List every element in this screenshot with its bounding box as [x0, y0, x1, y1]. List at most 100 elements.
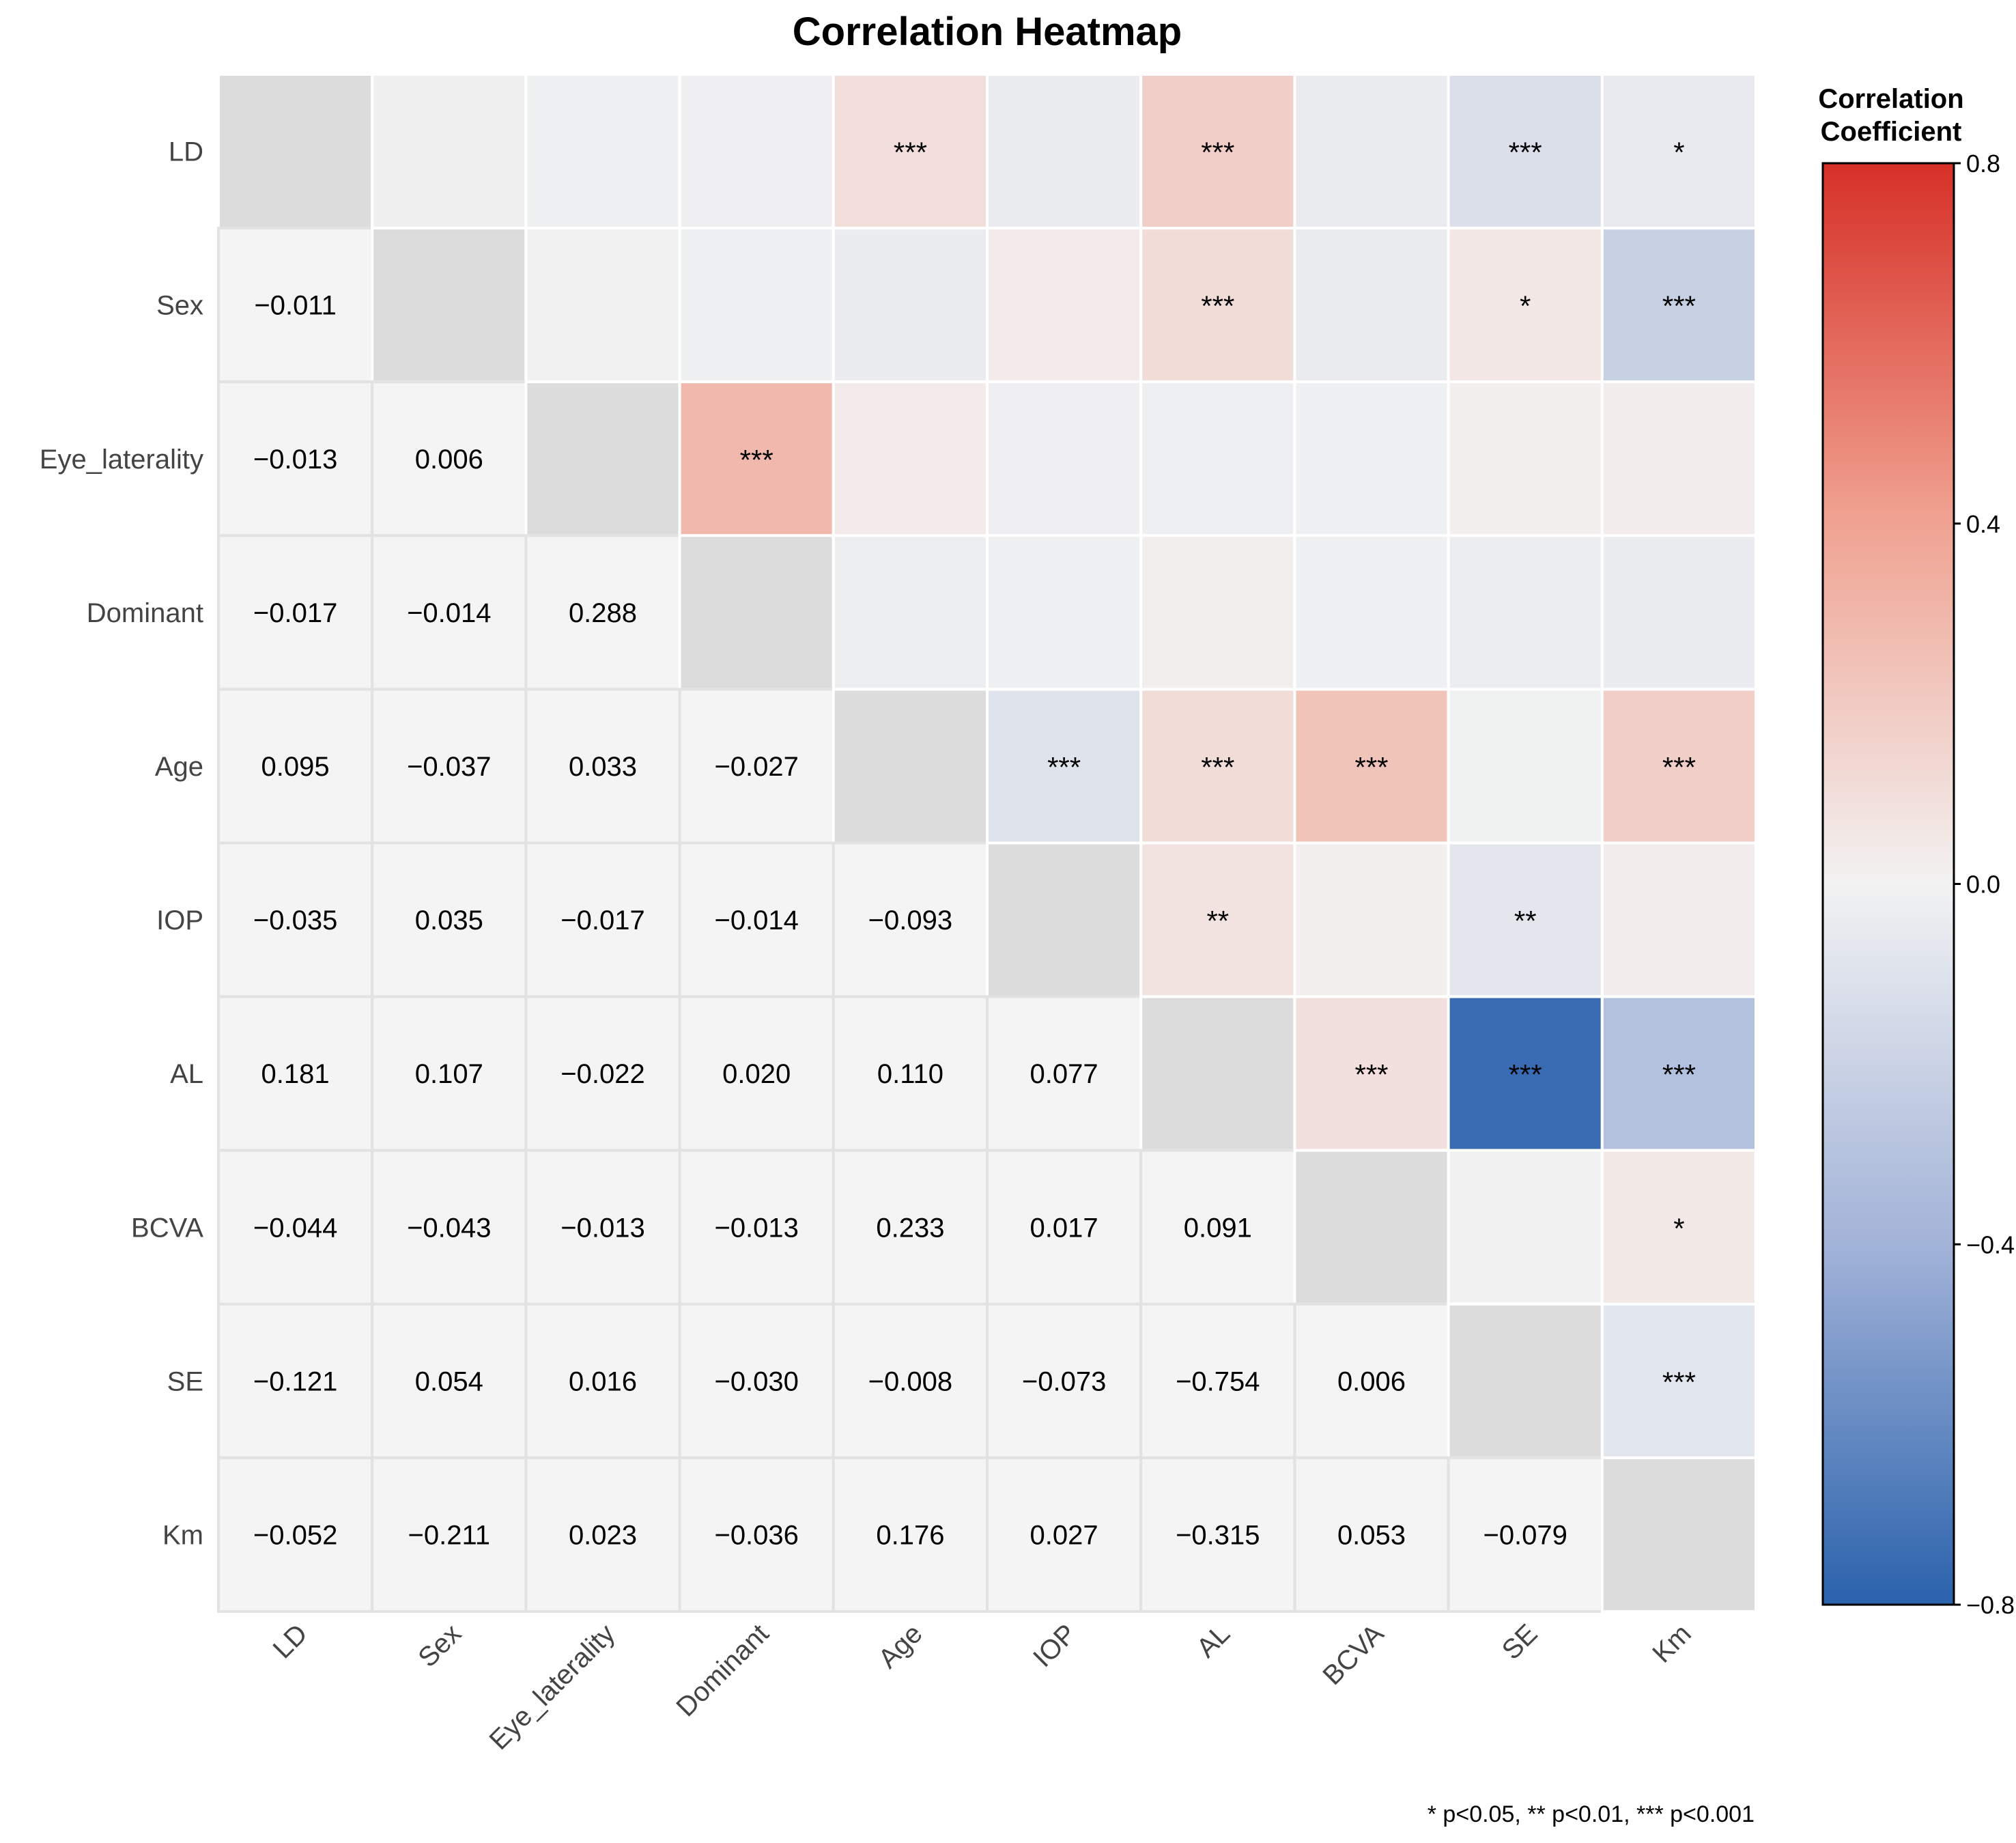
value-label: −0.035 — [253, 905, 337, 935]
x-tick-label: Km — [1647, 1618, 1697, 1669]
correlation-value-cell — [1447, 1456, 1604, 1613]
significance-cell — [832, 534, 989, 691]
significance-label: *** — [1662, 751, 1696, 783]
diagonal-cell — [1293, 1149, 1450, 1306]
correlation-value-cell — [371, 380, 528, 537]
significance-cell — [1447, 841, 1604, 998]
significance-cell — [1447, 73, 1604, 230]
value-label: 0.006 — [415, 445, 483, 475]
significance-label: * — [1673, 137, 1684, 169]
significance-footnote: * p<0.05, ** p<0.01, *** p<0.001 — [1428, 1801, 1755, 1827]
correlation-value-cell — [1139, 1149, 1296, 1306]
colorbar-title-line1: Correlation — [1818, 84, 1963, 114]
diagonal-cell — [1447, 1302, 1604, 1459]
y-tick-label: Km — [162, 1520, 203, 1550]
correlation-value-cell — [678, 1456, 835, 1613]
value-label: 0.095 — [261, 752, 330, 782]
significance-cell — [986, 380, 1143, 537]
value-label: −0.027 — [714, 752, 798, 782]
significance-cell — [1293, 534, 1450, 691]
correlation-value-cell — [524, 688, 681, 845]
heatmap-cells: *** *** *** *−0.011 *** * ***−0.013 0.006 ***−0.… — [217, 73, 1758, 1613]
significance-cell — [1600, 688, 1758, 845]
y-tick-label: IOP — [156, 905, 203, 935]
significance-label: *** — [1047, 751, 1081, 783]
significance-label: *** — [1354, 751, 1388, 783]
chart-title: Correlation Heatmap — [793, 10, 1182, 54]
significance-label: ** — [1206, 905, 1229, 937]
value-label: −0.013 — [714, 1213, 798, 1243]
value-label: 0.035 — [415, 905, 483, 935]
significance-cell — [1293, 841, 1450, 998]
significance-cell — [524, 73, 681, 230]
correlation-value-cell — [217, 1302, 374, 1459]
correlation-value-cell — [371, 995, 528, 1152]
correlation-value-cell — [678, 1302, 835, 1459]
value-label: −0.013 — [560, 1213, 644, 1243]
significance-label: *** — [1662, 290, 1696, 322]
correlation-value-cell — [217, 1149, 374, 1306]
correlation-value-cell — [1139, 1456, 1296, 1613]
value-label: 0.027 — [1030, 1520, 1098, 1550]
value-label: 0.016 — [569, 1366, 637, 1396]
value-label: −0.121 — [253, 1366, 337, 1396]
correlation-value-cell — [1293, 1302, 1450, 1459]
value-label: −0.013 — [253, 445, 337, 475]
value-label: −0.011 — [254, 291, 337, 321]
colorbar-tick-label: −0.8 — [1966, 1591, 2015, 1619]
value-label: 0.033 — [569, 752, 637, 782]
value-label: 0.288 — [569, 598, 637, 628]
value-label: −0.211 — [408, 1520, 491, 1550]
x-axis-labels: LD Sex Eye_laterality Dominant Age IOP AL BCVA S… — [268, 1618, 1697, 1756]
significance-cell — [832, 227, 989, 384]
significance-cell — [1293, 227, 1450, 384]
y-tick-label: BCVA — [131, 1213, 203, 1243]
value-label: 0.020 — [722, 1059, 791, 1089]
significance-label: *** — [1201, 751, 1234, 783]
correlation-value-cell — [1139, 1302, 1296, 1459]
y-tick-label: Age — [155, 752, 203, 782]
significance-cell — [1293, 995, 1450, 1152]
significance-cell — [1447, 534, 1604, 691]
x-tick-label: IOP — [1027, 1618, 1082, 1673]
significance-cell — [1600, 1302, 1758, 1459]
significance-cell — [986, 688, 1143, 845]
value-label: −0.017 — [560, 905, 644, 935]
correlation-value-cell — [832, 1149, 989, 1306]
correlation-value-cell — [832, 841, 989, 998]
significance-cell — [524, 227, 681, 384]
significance-cell — [1139, 73, 1296, 230]
value-label: 0.091 — [1184, 1213, 1252, 1243]
significance-cell — [678, 73, 835, 230]
significance-label: *** — [1509, 137, 1542, 169]
value-label: 0.017 — [1030, 1213, 1098, 1243]
significance-cell — [986, 73, 1143, 230]
colorbar-tick-label: −0.4 — [1966, 1230, 2015, 1258]
value-label: 0.053 — [1337, 1520, 1406, 1550]
significance-label: *** — [1662, 1366, 1696, 1398]
significance-cell — [371, 73, 528, 230]
significance-cell — [832, 380, 989, 537]
y-axis-labels: LD Sex Eye_laterality Dominant Age IOP AL BCVA S… — [40, 137, 203, 1551]
x-tick-label: LD — [268, 1618, 313, 1664]
x-tick-label: SE — [1496, 1618, 1544, 1665]
value-label: 0.077 — [1030, 1059, 1098, 1089]
correlation-value-cell — [832, 1302, 989, 1459]
significance-cell — [1447, 1149, 1604, 1306]
significance-cell — [1293, 73, 1450, 230]
colorbar-tick-label: 0.8 — [1966, 150, 2000, 178]
significance-cell — [1447, 688, 1604, 845]
value-label: −0.315 — [1176, 1520, 1260, 1550]
significance-label: *** — [1509, 1058, 1542, 1091]
correlation-value-cell — [217, 1456, 374, 1613]
significance-label: *** — [1354, 1058, 1388, 1091]
significance-cell — [1139, 688, 1296, 845]
value-label: −0.043 — [407, 1213, 491, 1243]
value-label: −0.014 — [714, 905, 798, 935]
colorbar: Correlation Coefficient 0.8 0.4 0.0 −0.4 −0.… — [1818, 84, 2015, 1619]
value-label: −0.052 — [253, 1520, 337, 1550]
value-label: 0.176 — [876, 1520, 944, 1550]
correlation-value-cell — [217, 841, 374, 998]
y-tick-label: Eye_laterality — [40, 445, 203, 475]
